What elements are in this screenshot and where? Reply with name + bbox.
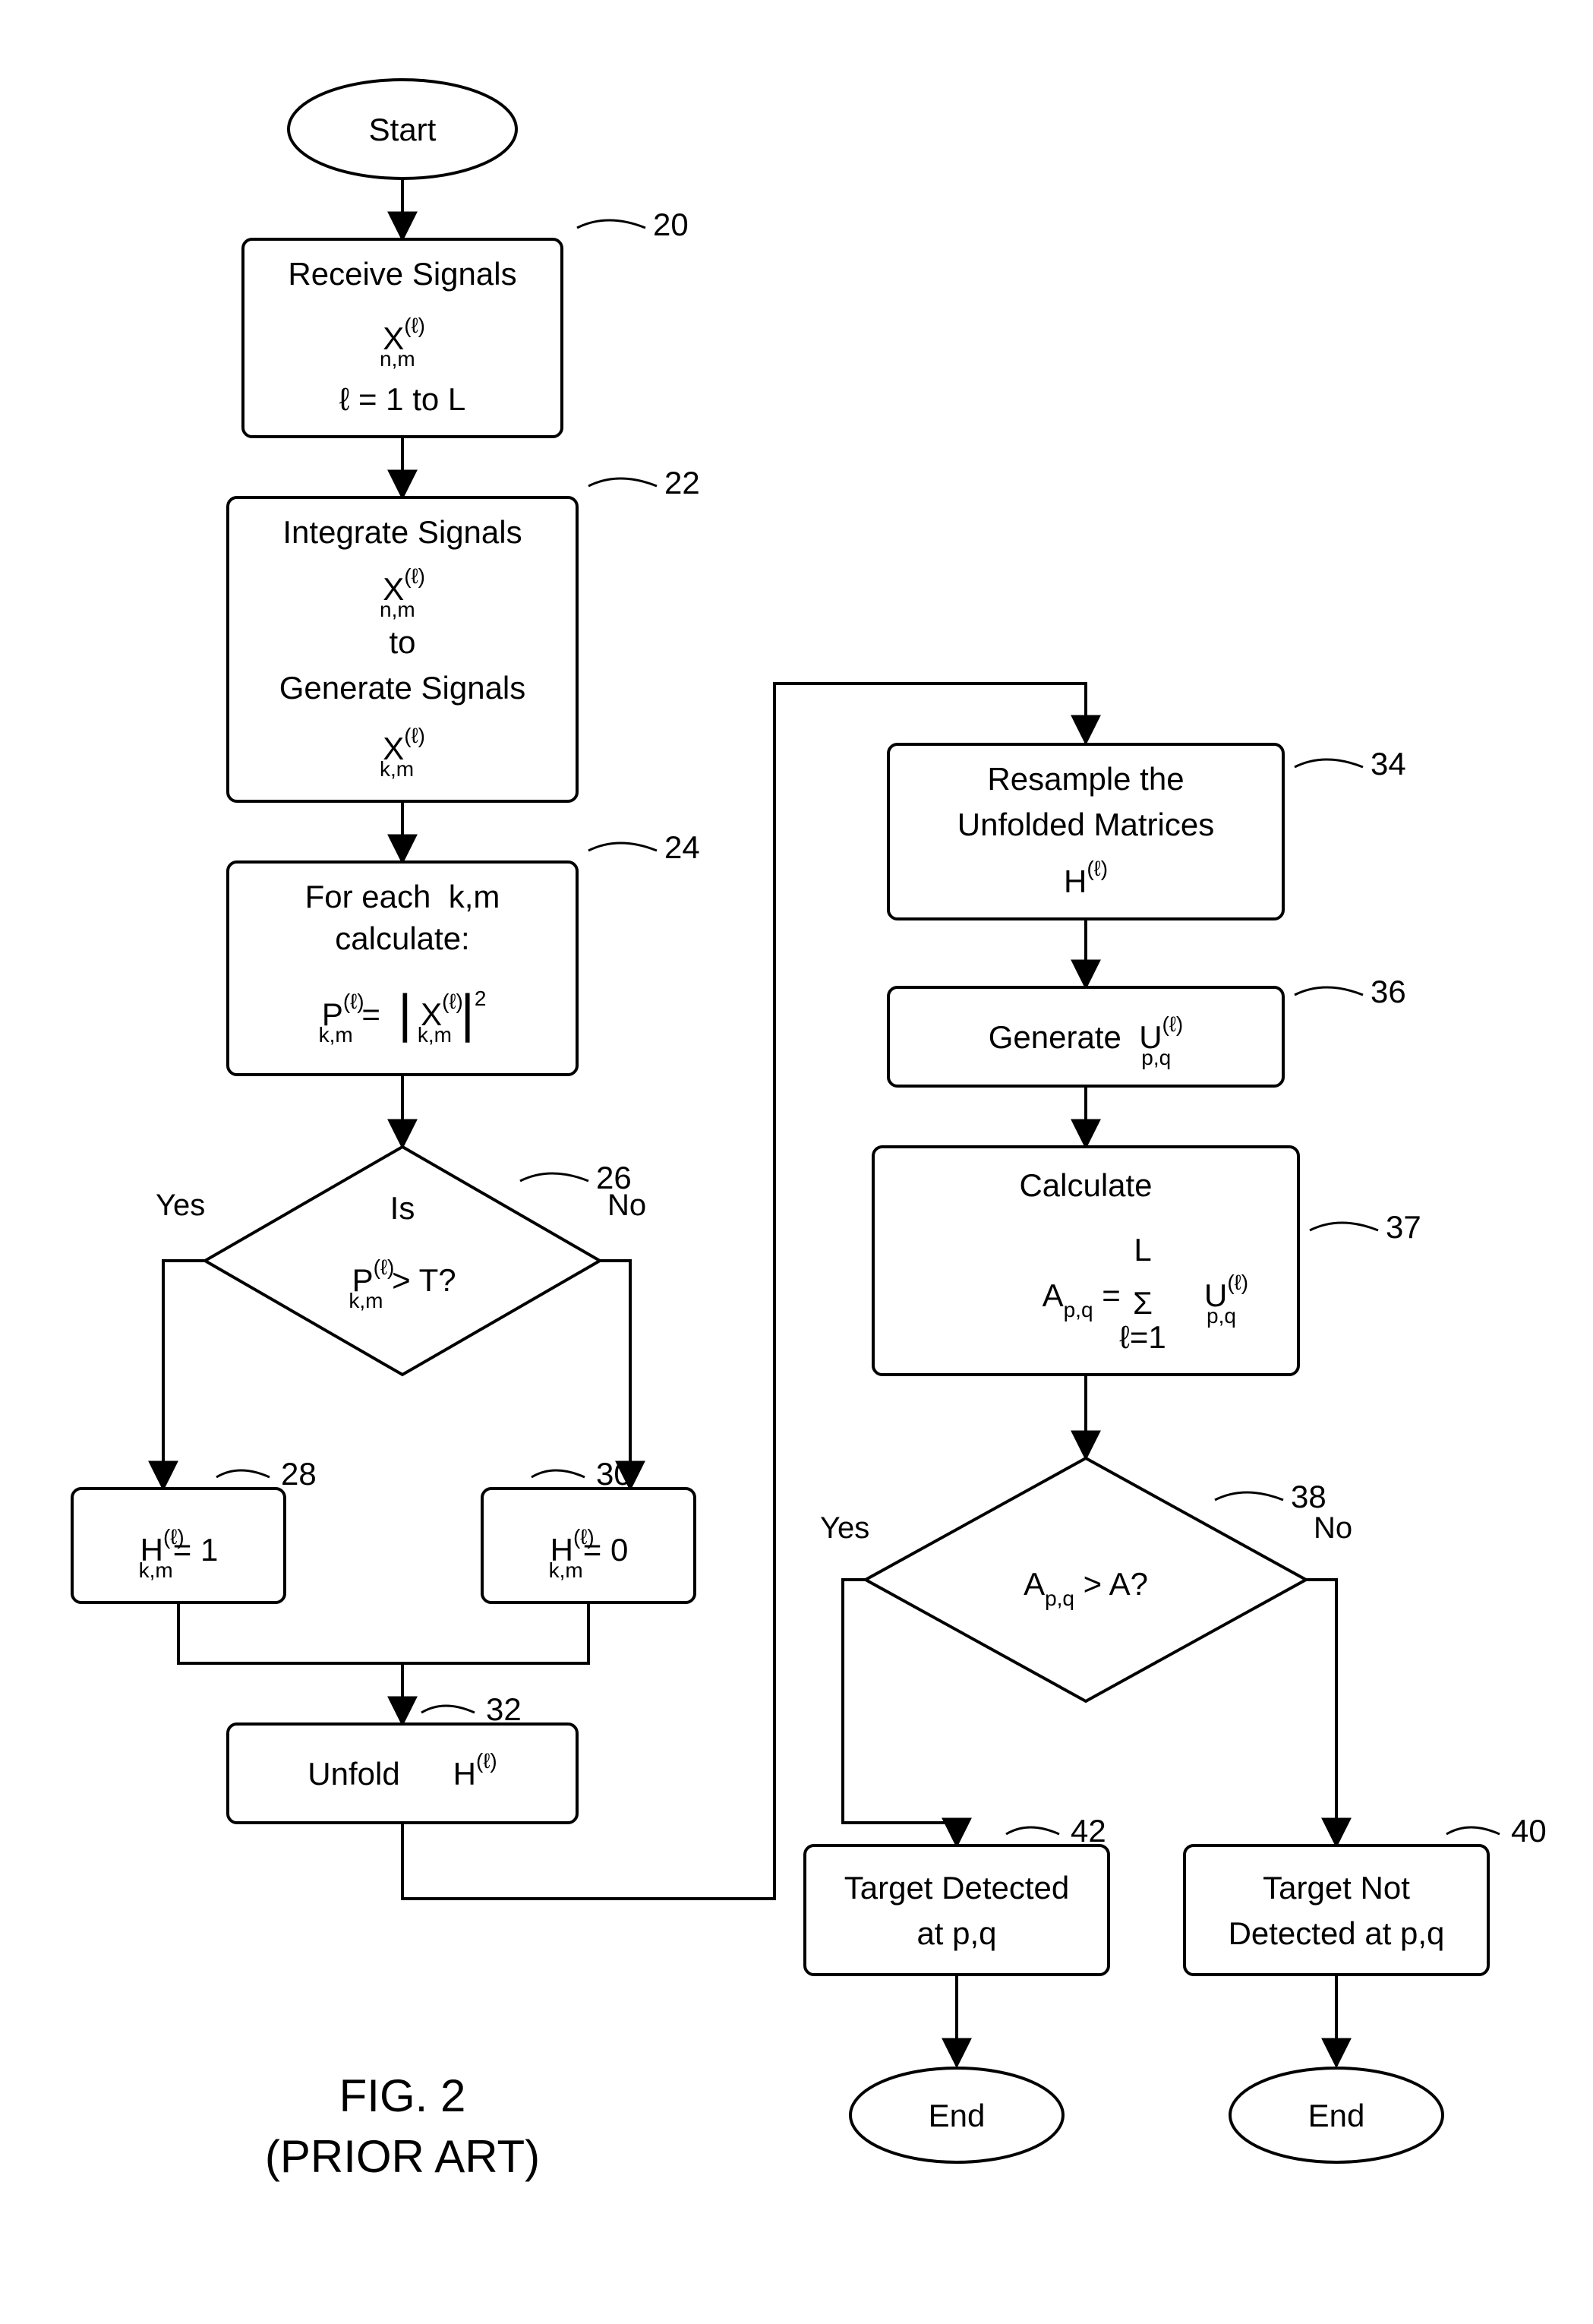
box-40: [1184, 1846, 1488, 1975]
n20-line3: ℓ = 1 to L: [339, 381, 466, 417]
n40-l2: Detected at p,q: [1229, 1915, 1445, 1951]
svg-text:ℓ=1: ℓ=1: [1119, 1319, 1166, 1355]
n34-l1: Resample the: [987, 761, 1184, 797]
ref-38: 38: [1291, 1479, 1326, 1514]
ref-36: 36: [1371, 974, 1406, 1009]
n42-l2: at p,q: [916, 1915, 996, 1951]
n22-l1: Integrate Signals: [282, 514, 522, 550]
n26-yes: Yes: [156, 1189, 205, 1222]
caption-line1: FIG. 2: [339, 2070, 466, 2121]
flowchart: Start 20 Receive Signals X(ℓ)n,m ℓ = 1 t…: [0, 0, 1593, 2324]
ref-28: 28: [281, 1456, 317, 1492]
n42-l1: Target Detected: [844, 1870, 1070, 1906]
box-42: [805, 1846, 1109, 1975]
n38-no: No: [1314, 1511, 1352, 1545]
n26-no: No: [607, 1189, 646, 1222]
n20-line1: Receive Signals: [288, 256, 516, 292]
ref-37: 37: [1386, 1209, 1421, 1245]
n26-l1: Is: [390, 1190, 415, 1226]
end2-label: End: [1308, 2098, 1365, 2133]
ref-30: 30: [596, 1456, 632, 1492]
ref-24: 24: [664, 829, 700, 865]
n24-l1: For each k,m: [305, 879, 500, 914]
ref-40: 40: [1511, 1813, 1547, 1849]
caption-line2: (PRIOR ART): [265, 2131, 540, 2182]
ref-42: 42: [1071, 1813, 1106, 1849]
svg-text:L: L: [1134, 1232, 1151, 1268]
ref-22: 22: [664, 465, 700, 500]
start-label: Start: [369, 112, 437, 147]
ref-34: 34: [1371, 746, 1406, 782]
n37-l1: Calculate: [1019, 1167, 1152, 1203]
n38-yes: Yes: [820, 1511, 869, 1545]
ref-32: 32: [486, 1691, 522, 1727]
n24-l2: calculate:: [335, 920, 469, 956]
svg-text:Σ: Σ: [1133, 1285, 1153, 1321]
n34-l2: Unfolded Matrices: [957, 807, 1214, 842]
n32-l1: Unfold H(ℓ): [308, 1749, 497, 1792]
ref-20: 20: [653, 207, 689, 242]
end1-label: End: [929, 2098, 986, 2133]
diamond-26: [205, 1147, 600, 1375]
n22-l3: to: [389, 624, 415, 660]
n40-l1: Target Not: [1263, 1870, 1410, 1906]
n22-l4: Generate Signals: [279, 670, 526, 706]
